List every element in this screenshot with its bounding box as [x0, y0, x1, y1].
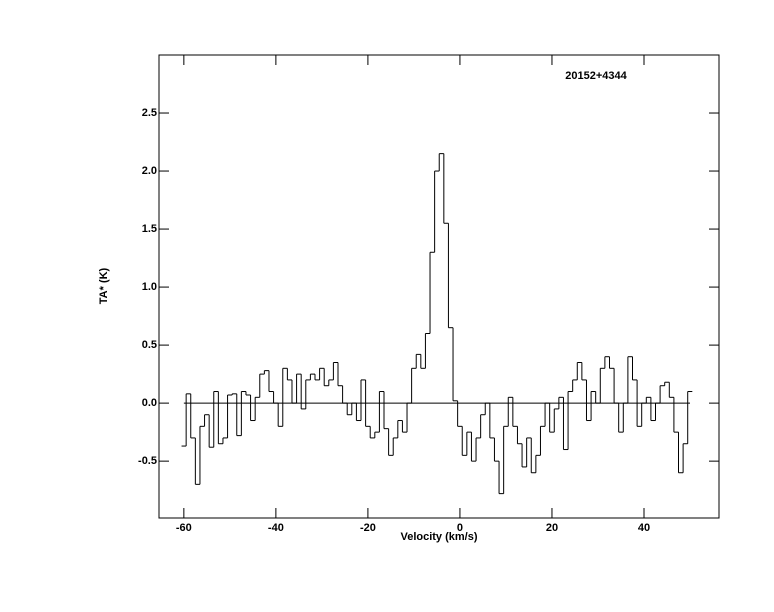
x-tick-label: -40: [268, 522, 284, 534]
chart-title: 20152+4344: [565, 70, 627, 82]
y-tick-label: -0.5: [138, 455, 157, 467]
y-tick-label: 2.0: [142, 165, 157, 177]
y-tick-label: 2.5: [142, 107, 157, 119]
x-tick-label: 40: [638, 522, 650, 534]
y-tick-label: 0.0: [142, 397, 157, 409]
x-axis-label: Velocity (km/s): [400, 531, 477, 543]
y-tick-label: 1.0: [142, 281, 157, 293]
y-axis-label: TA* (K): [98, 267, 110, 304]
x-tick-label: -60: [176, 522, 192, 534]
x-tick-label: 20: [546, 522, 558, 534]
x-tick-label: 0: [457, 522, 463, 534]
y-tick-label: 1.5: [142, 223, 157, 235]
y-tick-label: 0.5: [142, 339, 157, 351]
x-tick-label: -20: [360, 522, 376, 534]
plot-frame: [158, 54, 720, 519]
